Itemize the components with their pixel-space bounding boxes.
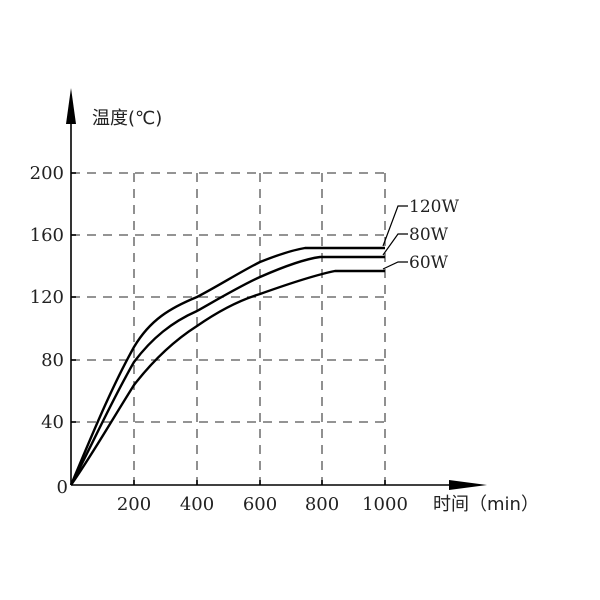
y-tick-label: 200 bbox=[30, 163, 64, 184]
legend-label-60w: 60W bbox=[409, 253, 449, 273]
x-axis-title: 时间（min） bbox=[433, 494, 539, 515]
legend-label-80w: 80W bbox=[409, 225, 449, 245]
x-tick-label: 400 bbox=[180, 494, 214, 515]
series-60w bbox=[70, 269, 385, 486]
series-120w bbox=[69, 246, 385, 486]
grid bbox=[71, 172, 386, 485]
x-tick-label: 200 bbox=[117, 494, 151, 515]
x-tick-label: 1000 bbox=[362, 494, 408, 515]
y-tick-label: 120 bbox=[30, 287, 64, 308]
axes bbox=[66, 88, 487, 490]
y-tick-label: 80 bbox=[41, 350, 64, 371]
y-tick-label: 160 bbox=[30, 225, 64, 246]
y-axis-arrow-icon bbox=[66, 88, 76, 124]
x-tick-label: 600 bbox=[243, 494, 277, 515]
legend-leaders bbox=[382, 205, 408, 270]
series-80w bbox=[69, 255, 385, 486]
y-tick-label: 40 bbox=[41, 412, 64, 433]
y-axis-title: 温度(℃) bbox=[92, 108, 162, 129]
legend-label-120w: 120W bbox=[409, 197, 459, 217]
x-axis-arrow-icon bbox=[449, 480, 487, 490]
origin-label: 0 bbox=[57, 477, 68, 498]
x-tick-label: 800 bbox=[305, 494, 339, 515]
series-lines bbox=[69, 246, 385, 486]
